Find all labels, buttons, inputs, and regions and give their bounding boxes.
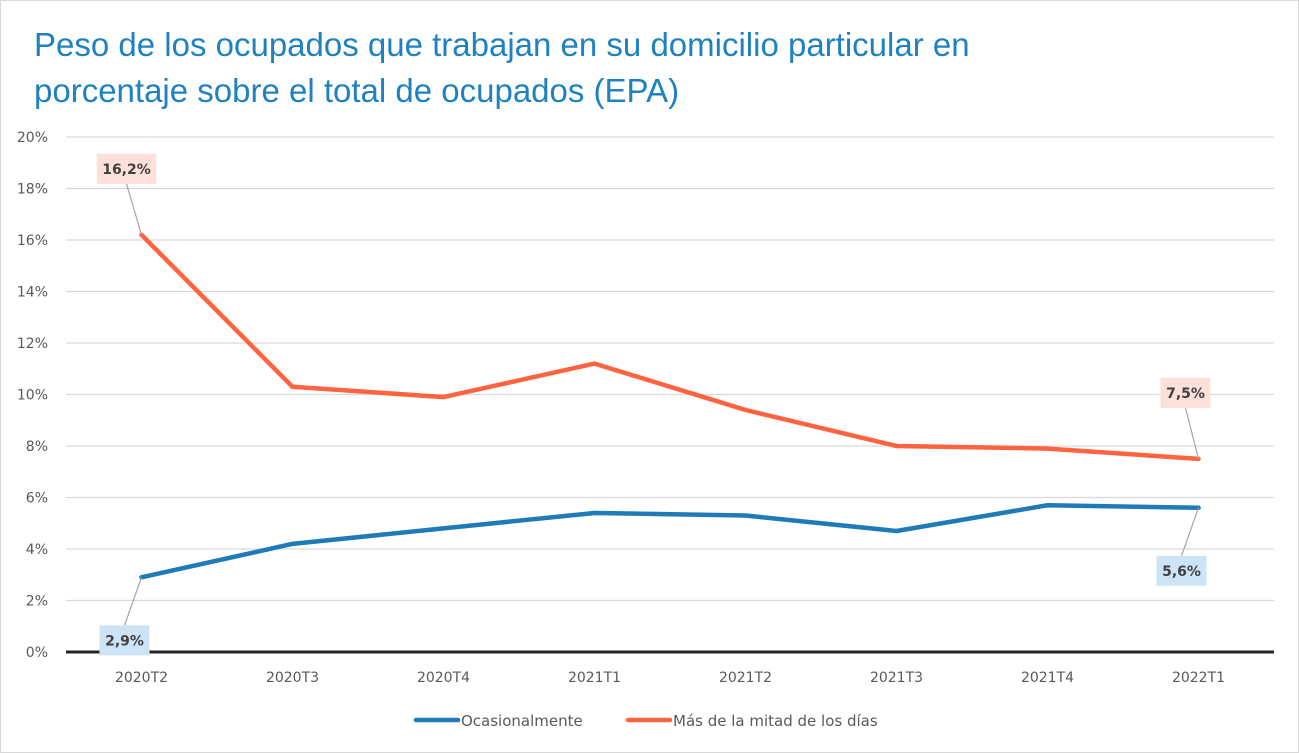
gridlines — [66, 136, 1274, 602]
data-point — [441, 526, 446, 531]
y-tick-label: 6% — [26, 491, 48, 507]
series-line-0 — [139, 502, 1201, 580]
data-label-box — [99, 625, 150, 656]
data-label-box — [1160, 377, 1211, 408]
y-axis: 0% 2% 4% 6% 8% 10% 12% 14% 16% 18% 20% — [17, 130, 48, 661]
leader-line — [125, 183, 143, 236]
y-tick-label: 14% — [17, 285, 48, 301]
y-tick-label: 4% — [26, 542, 48, 558]
data-label: 2,9% — [105, 633, 144, 649]
y-tick-label: 12% — [17, 336, 48, 352]
x-tick-label: 2020T3 — [266, 670, 319, 686]
series-line-1 — [139, 232, 1201, 462]
data-point — [1045, 446, 1050, 451]
x-tick-label: 2022T1 — [1172, 670, 1225, 686]
data-label: 16,2% — [102, 162, 151, 178]
data-label-box — [96, 153, 157, 184]
y-tick-label: 8% — [26, 439, 48, 455]
series-group — [139, 232, 1201, 580]
x-tick-label: 2021T3 — [870, 670, 923, 686]
y-tick-label: 2% — [26, 594, 48, 610]
x-axis: 2020T2 2020T3 2020T4 2021T1 2021T2 2021T3 2021… — [66, 650, 1274, 686]
y-tick-label: 16% — [17, 233, 48, 249]
leader-line — [1180, 507, 1200, 557]
x-tick-label: 2021T2 — [719, 670, 772, 686]
chart-title-line-2: porcentaje sobre el total de ocupados (E… — [34, 72, 680, 109]
x-tick-label: 2021T1 — [568, 670, 621, 686]
data-point — [894, 443, 899, 449]
leader-line — [1184, 407, 1200, 460]
legend-label-1: Más de la mitad de los días — [673, 712, 878, 730]
chart-title: Peso de los ocupados que trabajan en su … — [34, 22, 1134, 114]
data-point — [743, 513, 748, 518]
x-tick-label: 2020T2 — [115, 670, 168, 686]
y-tick-label: 10% — [17, 388, 48, 404]
data-point — [592, 510, 597, 516]
data-point — [441, 394, 446, 400]
y-tick-label: 20% — [17, 130, 48, 146]
data-point — [894, 528, 899, 534]
x-tick-label: 2020T4 — [417, 670, 470, 686]
data-label-box — [1156, 555, 1207, 586]
leader-line — [123, 577, 143, 626]
chart-title-line-1: Peso de los ocupados que trabajan en su … — [34, 26, 970, 63]
data-point — [290, 541, 295, 547]
legend-label-0: Ocasionalmente — [461, 712, 583, 730]
data-point — [743, 407, 748, 413]
data-point — [1045, 503, 1050, 508]
y-tick-label: 18% — [17, 182, 48, 198]
x-tick-label: 2021T4 — [1021, 670, 1074, 686]
legend: Ocasionalmente Más de la mitad de los día… — [413, 712, 878, 730]
data-point — [290, 384, 295, 389]
data-labels: 2,9% 5,6% 16,2% 7,5% — [96, 153, 1211, 656]
y-tick-label: 0% — [26, 645, 48, 661]
data-label: 5,6% — [1162, 564, 1201, 580]
data-point — [592, 361, 597, 366]
data-label: 7,5% — [1166, 386, 1205, 402]
